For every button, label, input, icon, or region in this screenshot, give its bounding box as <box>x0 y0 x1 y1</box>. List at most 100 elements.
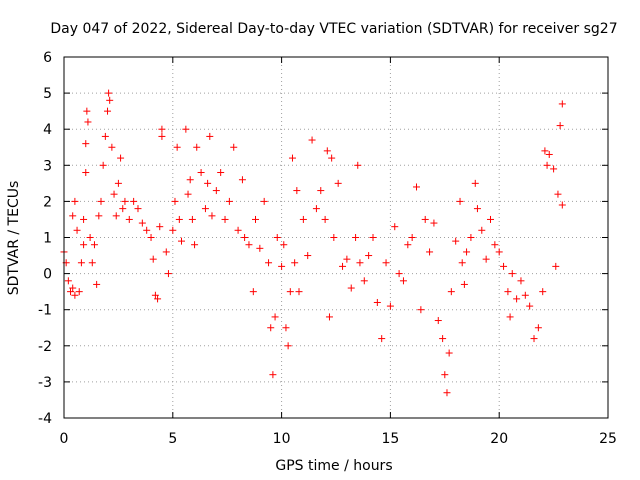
data-point-marker <box>269 371 277 379</box>
data-point-marker <box>267 324 275 332</box>
x-axis-label: GPS time / hours <box>275 458 392 474</box>
data-point-marker <box>86 234 94 241</box>
y-axis-label: SDTVAR / TECUs <box>6 181 22 296</box>
data-point-marker <box>304 252 312 260</box>
data-point-marker <box>138 219 146 227</box>
data-point-marker <box>105 89 113 97</box>
data-point-marker <box>441 371 449 379</box>
data-point-marker <box>147 234 155 241</box>
data-point-marker <box>550 165 558 173</box>
data-point-marker <box>175 215 183 223</box>
data-point-marker <box>88 259 96 267</box>
data-point-marker <box>554 190 562 198</box>
data-point-marker <box>530 335 538 343</box>
data-point-marker <box>212 187 220 195</box>
data-point-marker <box>191 241 199 249</box>
y-tick-label: -2 <box>38 339 52 355</box>
data-point-marker <box>408 234 416 241</box>
data-point-marker <box>182 125 190 133</box>
data-point-marker <box>478 226 486 234</box>
data-point-marker <box>197 169 205 177</box>
data-point-marker <box>206 132 214 140</box>
data-point-marker <box>513 295 521 303</box>
data-point-marker <box>64 277 72 285</box>
data-point-marker <box>238 176 246 184</box>
data-point-marker <box>339 262 347 270</box>
data-point-marker <box>260 197 268 205</box>
data-point-marker <box>473 205 481 213</box>
data-point-marker <box>447 288 455 296</box>
data-point-marker <box>169 226 177 234</box>
data-point-marker <box>299 215 307 223</box>
data-point-marker <box>508 270 516 278</box>
data-point-marker <box>188 215 196 223</box>
y-tick-label: 4 <box>43 122 52 138</box>
data-point-marker <box>114 179 122 187</box>
data-point-marker <box>71 197 79 205</box>
data-point-marker <box>158 132 166 140</box>
data-point-marker <box>90 241 98 249</box>
y-tick-label: 3 <box>43 158 52 174</box>
x-tick-label: 25 <box>599 431 617 447</box>
data-point-marker <box>241 234 249 241</box>
data-point-marker <box>234 226 242 234</box>
data-point-marker <box>369 234 377 241</box>
data-point-marker <box>69 212 77 220</box>
x-tick-label: 0 <box>60 431 69 447</box>
data-point-marker <box>545 150 553 158</box>
data-point-marker <box>556 122 564 130</box>
data-point-marker <box>430 219 438 227</box>
data-point-marker <box>541 147 549 155</box>
x-tick-label: 10 <box>273 431 291 447</box>
data-point-marker <box>217 169 225 177</box>
data-point-marker <box>458 259 466 267</box>
data-point-marker <box>421 215 429 223</box>
data-point-marker <box>83 107 91 115</box>
data-point-marker <box>399 277 407 285</box>
y-tick-label: -1 <box>38 303 52 319</box>
data-point-marker <box>391 223 399 231</box>
data-point-marker <box>208 212 216 220</box>
data-point-marker <box>439 335 447 343</box>
data-point-marker <box>256 244 264 252</box>
data-point-marker <box>452 237 460 245</box>
data-point-marker <box>482 255 490 263</box>
data-point-marker <box>130 197 138 205</box>
data-point-marker <box>521 291 529 299</box>
data-point-marker <box>323 147 331 155</box>
x-tick-label: 15 <box>381 431 399 447</box>
data-point-marker <box>295 288 303 296</box>
data-point-marker <box>117 154 125 162</box>
data-point-marker <box>417 306 425 314</box>
data-point-marker <box>373 298 381 306</box>
data-point-marker <box>558 100 566 108</box>
data-point-marker <box>125 215 133 223</box>
data-point-marker <box>328 154 336 162</box>
data-point-marker <box>330 234 338 241</box>
x-tick-label: 20 <box>490 431 508 447</box>
data-point-marker <box>95 212 103 220</box>
data-point-marker <box>526 302 534 310</box>
data-point-marker <box>204 179 212 187</box>
data-point-marker <box>325 313 333 321</box>
data-point-marker <box>186 176 194 184</box>
data-point-marker <box>354 161 362 169</box>
data-point-marker <box>413 183 421 191</box>
data-point-marker <box>539 288 547 296</box>
data-point-marker <box>495 248 503 256</box>
data-point-marker <box>110 190 118 198</box>
data-point-marker <box>334 179 342 187</box>
data-point-marker <box>284 342 292 350</box>
data-point-marker <box>271 313 279 321</box>
data-point-marker <box>456 197 464 205</box>
data-point-marker <box>119 205 127 213</box>
data-point-marker <box>149 255 157 263</box>
data-point-marker <box>445 349 453 357</box>
y-tick-label: 2 <box>43 194 52 210</box>
data-point-marker <box>249 288 257 296</box>
data-points <box>60 89 566 397</box>
data-point-marker <box>460 280 468 288</box>
data-point-marker <box>121 197 129 205</box>
